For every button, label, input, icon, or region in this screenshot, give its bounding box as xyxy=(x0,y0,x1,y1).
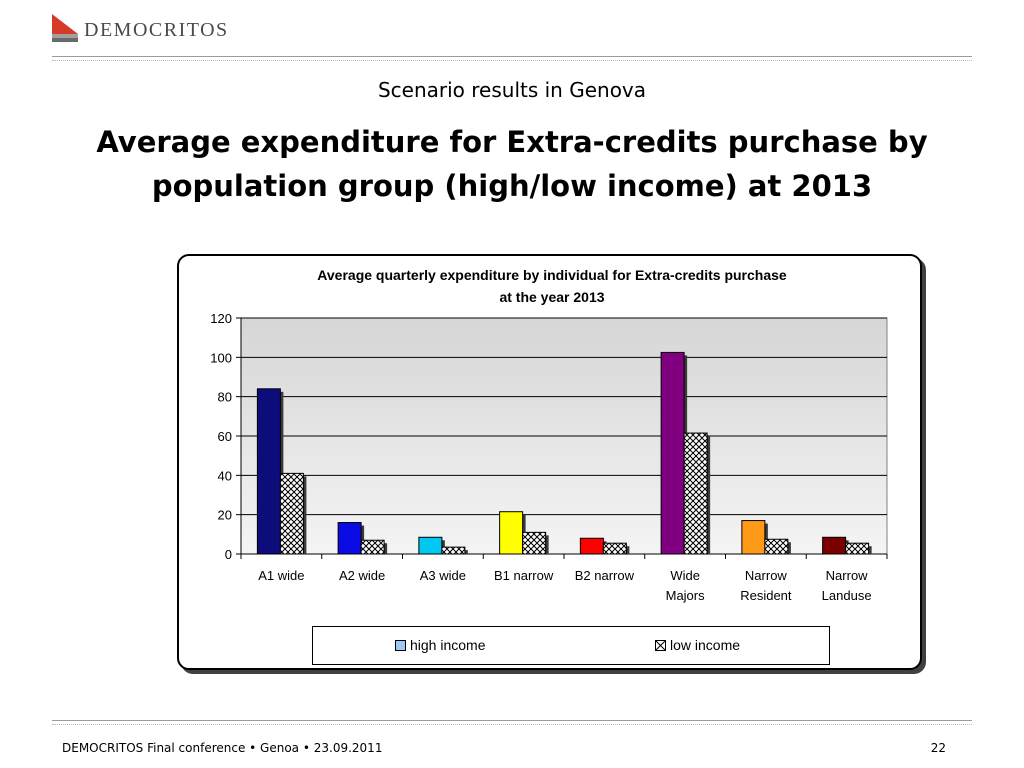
bar-high-income xyxy=(660,351,685,555)
bar-low-income xyxy=(279,472,304,555)
legend-label-low-income: low income xyxy=(670,637,741,653)
legend-swatch-high-income xyxy=(395,639,406,651)
x-tick-label: Resident xyxy=(740,588,792,603)
footer-divider xyxy=(52,720,972,721)
bar-high-income xyxy=(822,536,847,555)
y-tick-label: 20 xyxy=(218,508,232,523)
bar-low-income xyxy=(764,538,789,555)
footer-divider-dotted xyxy=(52,724,972,725)
x-tick-label: Landuse xyxy=(822,588,872,603)
x-tick-label: B2 narrow xyxy=(575,568,635,583)
democritos-logo xyxy=(52,14,78,42)
x-tick-label: Narrow xyxy=(826,568,869,583)
bar-low-income xyxy=(683,432,708,555)
legend-label-high-income: high income xyxy=(410,637,486,653)
header-divider-dotted xyxy=(52,60,972,61)
y-tick-label: 120 xyxy=(210,311,232,326)
x-tick-label: A2 wide xyxy=(339,568,385,583)
bar-high-income xyxy=(579,537,604,555)
logo-text: DEMOCRITOS xyxy=(84,19,229,41)
chart-legend: high income low income xyxy=(312,626,830,665)
y-tick-label: 80 xyxy=(218,390,232,405)
slide-subtitle: Scenario results in Genova xyxy=(377,78,647,102)
bar-low-income xyxy=(845,542,870,555)
y-tick-label: 100 xyxy=(210,350,232,365)
legend-item-low-income: low income xyxy=(655,637,740,653)
page-number: 22 xyxy=(930,741,946,755)
y-tick-label: 0 xyxy=(225,547,232,562)
header-divider xyxy=(52,56,972,57)
chart-title-line-2: at the year 2013 xyxy=(499,289,604,305)
slide-title: Average expenditure for Extra-credits pu… xyxy=(96,125,928,203)
footer-text: DEMOCRITOS Final conference • Genoa • 23… xyxy=(62,741,383,755)
legend-swatch-low-income xyxy=(655,639,666,651)
x-tick-label: Narrow xyxy=(745,568,788,583)
bar-high-income xyxy=(337,522,362,555)
bar-high-income xyxy=(741,520,766,555)
x-tick-label: A3 wide xyxy=(420,568,466,583)
bar-low-income xyxy=(360,539,385,555)
bar-high-income xyxy=(418,536,443,555)
x-tick-label: B1 narrow xyxy=(494,568,554,583)
bar-low-income xyxy=(441,546,466,555)
legend-item-high-income: high income xyxy=(395,637,486,653)
bar-high-income xyxy=(256,388,281,555)
y-tick-label: 40 xyxy=(218,468,232,483)
bar-high-income xyxy=(499,511,524,555)
x-tick-label: Wide xyxy=(670,568,700,583)
bar-low-income xyxy=(602,542,627,555)
x-tick-label: Majors xyxy=(666,588,706,603)
chart-title-line-1: Average quarterly expenditure by individ… xyxy=(317,267,787,283)
y-tick-label: 60 xyxy=(218,429,232,444)
x-tick-label: A1 wide xyxy=(258,568,304,583)
bar-low-income xyxy=(522,531,547,555)
